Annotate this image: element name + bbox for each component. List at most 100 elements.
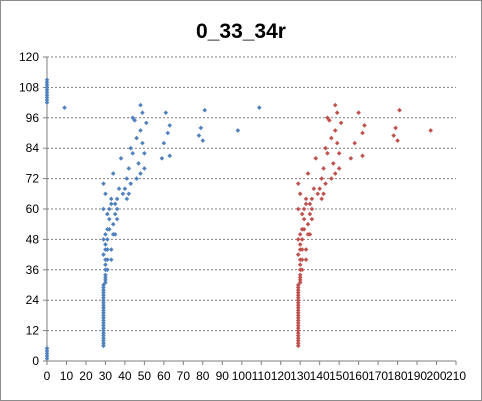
data-point-series-2 — [362, 123, 367, 128]
data-point-series-1 — [108, 201, 114, 207]
data-point-series-2 — [301, 216, 307, 222]
data-point-series-2 — [295, 302, 301, 308]
data-point-series-2 — [334, 110, 340, 116]
data-point-series-2 — [295, 330, 301, 336]
data-point-series-2 — [295, 320, 301, 326]
x-tick-label: 20 — [79, 369, 93, 383]
data-point-series-1 — [138, 171, 143, 176]
data-point-series-1 — [144, 120, 149, 126]
data-point-series-2 — [393, 125, 398, 131]
data-point-series-1 — [107, 216, 112, 222]
data-point-series-2 — [336, 166, 342, 171]
y-tick-label: 12 — [26, 324, 40, 338]
axes — [43, 56, 457, 365]
data-point-series-2 — [295, 328, 301, 333]
data-point-series-1 — [101, 340, 106, 346]
data-point-series-2 — [303, 247, 309, 252]
data-point-series-1 — [200, 138, 206, 143]
data-point-series-1 — [101, 297, 106, 303]
data-point-series-1 — [103, 191, 108, 197]
x-tick-label: 90 — [216, 369, 230, 383]
data-point-series-1 — [101, 290, 106, 295]
data-point-series-1 — [165, 130, 171, 136]
data-point-series-1 — [101, 310, 106, 316]
data-point-series-1 — [107, 206, 112, 212]
data-point-series-1 — [114, 216, 120, 222]
data-point-series-2 — [303, 257, 309, 262]
data-point-series-1 — [167, 123, 172, 128]
data-point-series-2 — [332, 171, 338, 176]
x-tick-label: 210 — [446, 369, 466, 383]
data-point-series-2 — [331, 161, 336, 166]
data-point-series-1 — [118, 156, 124, 161]
data-point-series-2 — [319, 176, 324, 181]
x-tick-label: 130 — [290, 369, 310, 383]
data-point-series-1 — [116, 186, 122, 192]
data-point-series-2 — [295, 305, 301, 311]
data-point-series-2 — [348, 156, 354, 161]
data-point-series-1 — [134, 176, 139, 181]
data-point-series-1 — [105, 267, 110, 273]
data-point-series-2 — [395, 138, 400, 143]
data-point-series-1 — [120, 191, 126, 197]
data-point-series-1 — [44, 95, 50, 100]
x-tick-label: 140 — [310, 369, 330, 383]
data-point-series-2 — [428, 128, 433, 133]
data-point-series-1 — [62, 105, 67, 110]
data-point-series-2 — [321, 166, 326, 171]
data-point-series-2 — [332, 128, 338, 133]
data-point-series-1 — [101, 285, 106, 290]
data-point-series-1 — [110, 221, 116, 227]
data-point-series-2 — [397, 107, 402, 113]
data-point-series-1 — [101, 237, 106, 242]
data-point-series-2 — [299, 211, 305, 217]
data-point-series-1 — [138, 128, 143, 133]
data-point-series-2 — [307, 201, 313, 207]
y-tick-labels: 0 12 24 36 48 60 72 84 96 108 120 — [19, 50, 39, 368]
data-point-series-2 — [338, 120, 344, 126]
data-point-series-2 — [334, 140, 340, 146]
data-point-series-2 — [295, 343, 301, 349]
data-point-series-2 — [295, 181, 301, 186]
data-point-series-1 — [126, 166, 132, 171]
data-point-series-1 — [124, 196, 130, 202]
data-point-series-2 — [309, 206, 315, 212]
data-point-series-2 — [391, 133, 396, 138]
data-point-series-2 — [295, 313, 301, 318]
data-point-series-2 — [301, 226, 307, 232]
data-point-series-1 — [101, 325, 106, 331]
data-point-series-1 — [198, 125, 204, 131]
data-point-series-1 — [161, 140, 167, 146]
data-point-series-1 — [101, 328, 106, 333]
data-point-series-1 — [44, 85, 50, 90]
data-point-series-2 — [295, 325, 301, 331]
x-tick-label: 190 — [407, 369, 427, 383]
data-point-series-2 — [295, 295, 301, 300]
data-point-series-2 — [323, 181, 328, 186]
data-point-series-1 — [105, 237, 110, 242]
data-point-series-2 — [360, 130, 365, 136]
data-point-series-2 — [297, 280, 303, 285]
data-point-series-1 — [126, 191, 132, 197]
y-tick-label: 108 — [19, 80, 39, 94]
data-point-series-1 — [112, 211, 118, 217]
data-point-series-1 — [44, 346, 50, 351]
y-tick-label: 0 — [32, 354, 39, 368]
data-point-series-2 — [297, 275, 303, 280]
data-point-series-2 — [299, 247, 305, 252]
data-point-series-1 — [105, 211, 110, 217]
data-point-series-1 — [103, 280, 108, 285]
data-point-series-2 — [295, 318, 301, 323]
data-point-series-2 — [295, 252, 301, 257]
data-point-series-1 — [101, 287, 106, 293]
data-point-series-1 — [122, 186, 128, 192]
data-point-series-2 — [352, 140, 358, 146]
data-point-series-1 — [44, 90, 50, 95]
data-point-series-1 — [112, 232, 118, 237]
data-point-series-2 — [295, 308, 301, 313]
data-point-series-1 — [124, 176, 130, 181]
data-point-series-1 — [101, 295, 106, 300]
data-point-series-2 — [295, 290, 301, 295]
x-tick-label: 70 — [177, 369, 191, 383]
